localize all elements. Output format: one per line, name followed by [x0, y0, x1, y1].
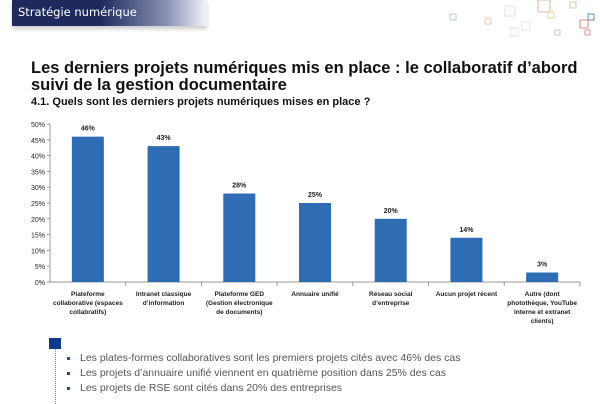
y-tick-label: 5% — [35, 264, 45, 271]
data-label: 20% — [384, 208, 399, 215]
category-label: Aucun projet récent — [436, 291, 498, 298]
category-label: Annuaire unifié — [291, 291, 339, 298]
y-tick-label: 15% — [31, 233, 45, 240]
bullet-marker-square — [49, 338, 61, 349]
y-tick-label: 35% — [31, 169, 45, 176]
y-tick-label: 20% — [31, 217, 45, 224]
category-label: Plateforme GED (Gestion électronique de do… — [206, 291, 273, 316]
data-label: 46% — [81, 126, 96, 133]
data-label: 3% — [537, 262, 548, 269]
data-label: 28% — [232, 183, 247, 190]
bar-chart: 0% 5% 10% 15% 20% 25% 30% 35% 40% 45% 50% 46% Platef… — [31, 122, 581, 325]
bar — [299, 203, 331, 282]
y-tick-label: 40% — [31, 154, 45, 161]
bar — [374, 218, 407, 282]
decorative-squares — [449, 0, 595, 37]
question-subtitle: 4.1. Quels sont les derniers projets num… — [31, 96, 371, 108]
category-label: Plateforme collaborative (espaces collabra… — [53, 291, 123, 316]
category-label: Autre (dont photothèque, YouTube interne e… — [507, 291, 577, 325]
bar — [223, 193, 256, 282]
y-tick-label: 50% — [31, 122, 45, 129]
y-tick-label: 10% — [31, 248, 45, 255]
y-tick-label: 45% — [31, 138, 45, 145]
section-header: Stratégie numérique — [12, 0, 207, 26]
data-label: 43% — [157, 135, 172, 142]
bullet-1: Les plates-formes collaboratives sont le… — [67, 352, 461, 364]
bar — [526, 272, 559, 282]
data-label: 25% — [308, 192, 323, 199]
divider-line — [55, 349, 56, 404]
section-title: Stratégie numérique — [18, 5, 137, 19]
bullet-2: Les projets d’annuaire unifié viennent e… — [67, 367, 446, 379]
category-label: Intranet classique d’information — [136, 291, 192, 307]
y-tick-label: 25% — [31, 201, 45, 208]
y-tick-label: 30% — [31, 185, 45, 192]
bar — [450, 237, 483, 282]
bar — [147, 146, 180, 282]
bullet-3: Les projets de RSE sont cités dans 20% d… — [66, 382, 343, 394]
y-tick-label: 0% — [35, 280, 45, 287]
data-label: 14% — [459, 227, 474, 234]
slide-title: Les derniers projets numériques mis en p… — [31, 59, 578, 94]
category-label: Réseau social d’entreprise — [369, 291, 413, 307]
bar — [71, 136, 104, 282]
